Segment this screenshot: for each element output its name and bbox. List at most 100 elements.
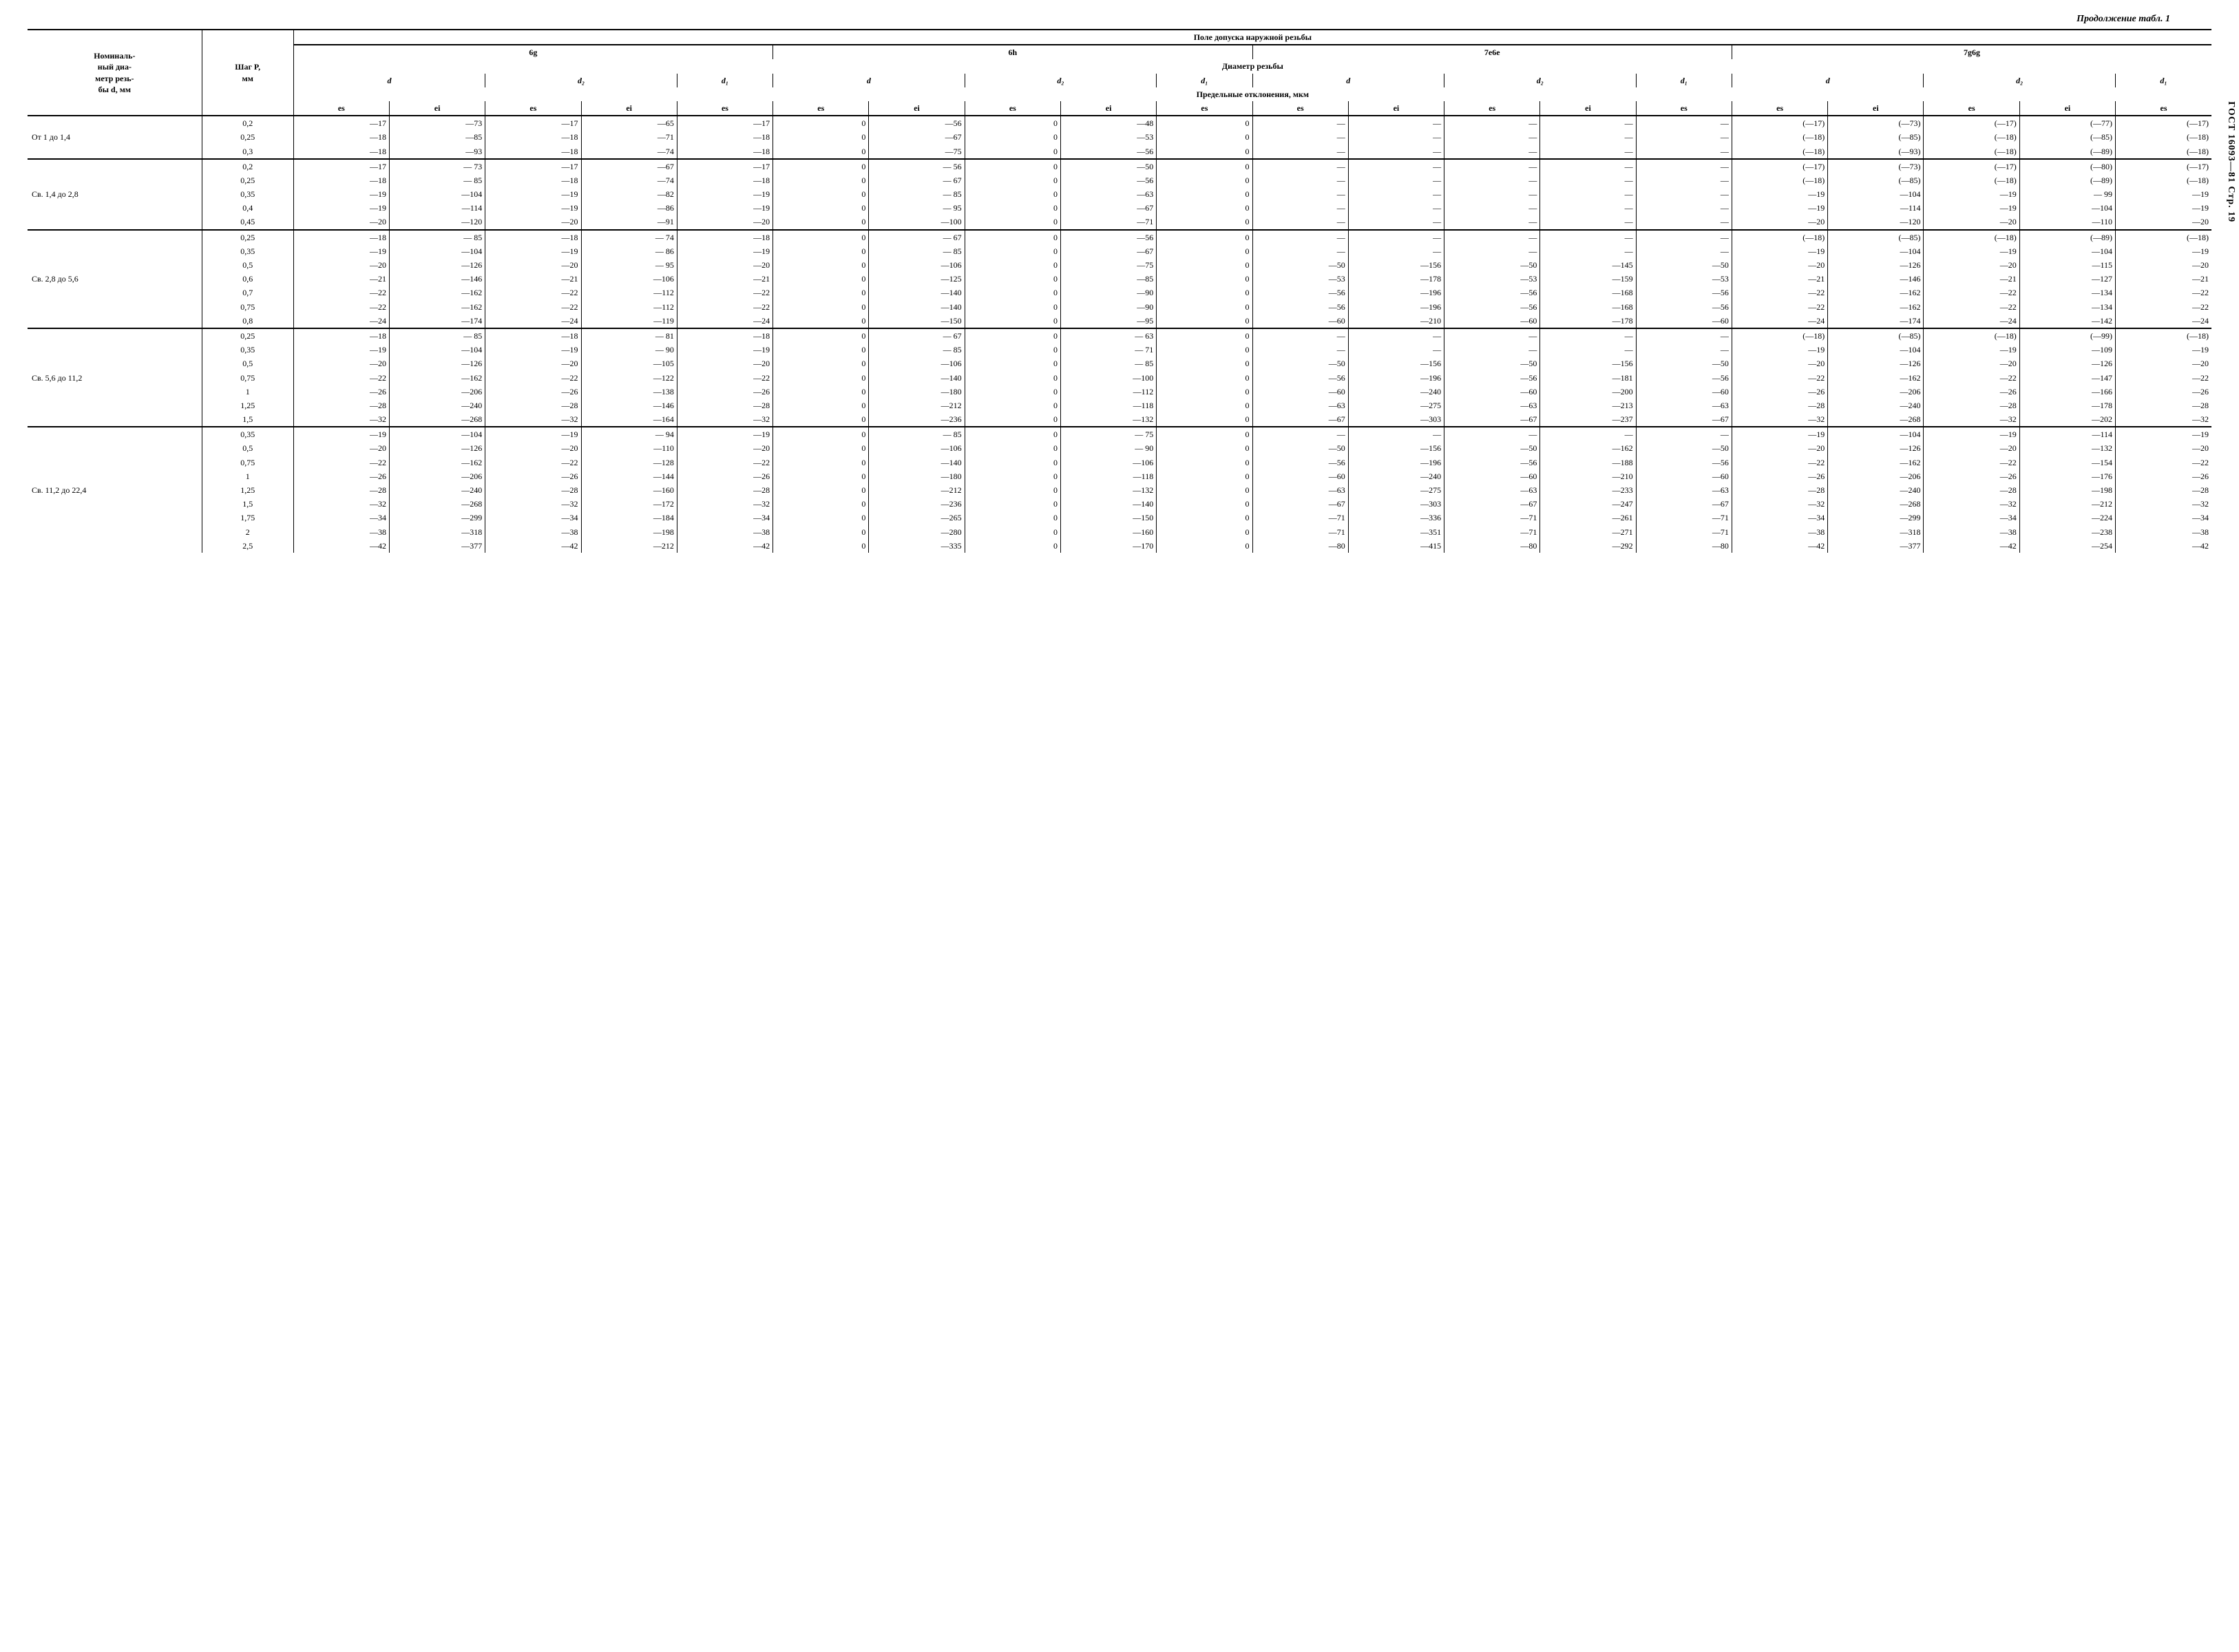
deviation-value: —236	[869, 412, 965, 427]
deviation-value: 0	[773, 116, 869, 130]
deviation-value: 0	[965, 371, 1060, 385]
deviation-value: (—18)	[2116, 130, 2211, 144]
h-ei: ei	[869, 101, 965, 116]
deviation-value: —237	[1540, 412, 1636, 427]
deviation-value: —28	[1924, 399, 2019, 412]
deviation-value: —	[1444, 116, 1540, 130]
deviation-value: —104	[389, 343, 485, 357]
deviation-value: —50	[1636, 357, 1732, 370]
deviation-value: —	[1540, 187, 1636, 201]
table-row: 0,3—18—93—18—74—180—750—560—————(—18)(—9…	[28, 145, 2211, 159]
deviation-value: —146	[389, 272, 485, 286]
deviation-value: —162	[389, 371, 485, 385]
deviation-value: —268	[389, 497, 485, 511]
deviation-value: —292	[1540, 539, 1636, 553]
deviation-value: —26	[1732, 469, 1827, 483]
deviation-value: (—18)	[2116, 145, 2211, 159]
deviation-value: —22	[677, 456, 772, 469]
table-row: 0,35—19—104—19— 86—190— 850—670——————19—…	[28, 244, 2211, 258]
h-es: es	[1732, 101, 1827, 116]
deviation-value: —126	[1828, 258, 1924, 272]
deviation-value: —	[1540, 201, 1636, 215]
h-ei: ei	[1060, 101, 1156, 116]
h-es: es	[293, 101, 389, 116]
pitch-value: 0,4	[202, 201, 293, 215]
deviation-value: —	[1636, 244, 1732, 258]
deviation-value: —125	[869, 272, 965, 286]
deviation-value: —63	[1444, 399, 1540, 412]
deviation-value: —	[1252, 159, 1348, 173]
table-row: 2—38—318—38—198—380—2800—1600—71—351—71—…	[28, 525, 2211, 539]
deviation-value: —50	[1252, 258, 1348, 272]
deviation-value: 0	[1157, 469, 1252, 483]
deviation-value: —18	[677, 145, 772, 159]
deviation-value: —	[1444, 159, 1540, 173]
deviation-value: 0	[965, 286, 1060, 299]
deviation-value: 0	[773, 187, 869, 201]
deviation-value: 0	[965, 441, 1060, 455]
deviation-value: —184	[581, 511, 677, 525]
deviation-value: 0	[773, 244, 869, 258]
deviation-value: —	[1252, 201, 1348, 215]
deviation-value: —28	[2116, 399, 2211, 412]
deviation-value: —20	[293, 258, 389, 272]
deviation-value: —26	[485, 469, 581, 483]
deviation-value: —233	[1540, 483, 1636, 497]
table-row: 1,5—32—268—32—164—320—2360—1320—67—303—6…	[28, 412, 2211, 427]
deviation-value: —22	[293, 371, 389, 385]
deviation-value: —114	[2019, 427, 2115, 441]
deviation-value: —19	[677, 343, 772, 357]
deviation-value: —212	[869, 483, 965, 497]
deviation-value: — 75	[1060, 427, 1156, 441]
deviation-value: —	[1252, 173, 1348, 187]
deviation-value: —28	[677, 483, 772, 497]
table-row: Св. 2,8 до 5,60,25—18— 85—18— 74—180— 67…	[28, 230, 2211, 244]
deviation-value: —105	[581, 357, 677, 370]
deviation-value: 0	[965, 314, 1060, 328]
deviation-value: 0	[965, 343, 1060, 357]
deviation-value: 0	[965, 116, 1060, 130]
deviation-value: 0	[1157, 173, 1252, 187]
deviation-value: 0	[773, 469, 869, 483]
deviation-value: (—17)	[1732, 116, 1827, 130]
deviation-value: —170	[1060, 539, 1156, 553]
deviation-value: —196	[1348, 371, 1444, 385]
deviation-value: —275	[1348, 483, 1444, 497]
deviation-value: (—17)	[1924, 159, 2019, 173]
deviation-value: —28	[677, 399, 772, 412]
deviation-value: —206	[1828, 385, 1924, 399]
deviation-value: —	[1348, 427, 1444, 441]
h-es: es	[1252, 101, 1348, 116]
deviation-value: 0	[965, 215, 1060, 229]
deviation-value: —	[1636, 130, 1732, 144]
deviation-value: —26	[485, 385, 581, 399]
deviation-value: —156	[1540, 357, 1636, 370]
diam-d1-0: d₁	[677, 74, 772, 87]
deviation-value: (—18)	[2116, 328, 2211, 343]
deviation-value: —19	[1924, 244, 2019, 258]
deviation-value: —42	[1732, 539, 1827, 553]
h-ei: ei	[1828, 101, 1924, 116]
deviation-value: — 63	[1060, 328, 1156, 343]
deviation-value: — 95	[581, 258, 677, 272]
deviation-value: —71	[1444, 525, 1540, 539]
deviation-value: (—17)	[2116, 116, 2211, 130]
deviation-value: —28	[293, 483, 389, 497]
deviation-value: —415	[1348, 539, 1444, 553]
deviation-value: —32	[2116, 497, 2211, 511]
pitch-value: 1,25	[202, 483, 293, 497]
deviation-value: —22	[677, 300, 772, 314]
h-es: es	[1636, 101, 1732, 116]
deviation-value: —38	[293, 525, 389, 539]
deviation-value: —162	[389, 286, 485, 299]
deviation-value: —22	[293, 456, 389, 469]
deviation-value: —22	[293, 286, 389, 299]
h-ei: ei	[1540, 101, 1636, 116]
deviation-value: —159	[1540, 272, 1636, 286]
deviation-value: —19	[2116, 343, 2211, 357]
deviation-value: 0	[1157, 497, 1252, 511]
deviation-value: —67	[581, 159, 677, 173]
diam-d-3: d	[1732, 74, 1924, 87]
deviation-value: (—18)	[1924, 145, 2019, 159]
deviation-value: —38	[485, 525, 581, 539]
